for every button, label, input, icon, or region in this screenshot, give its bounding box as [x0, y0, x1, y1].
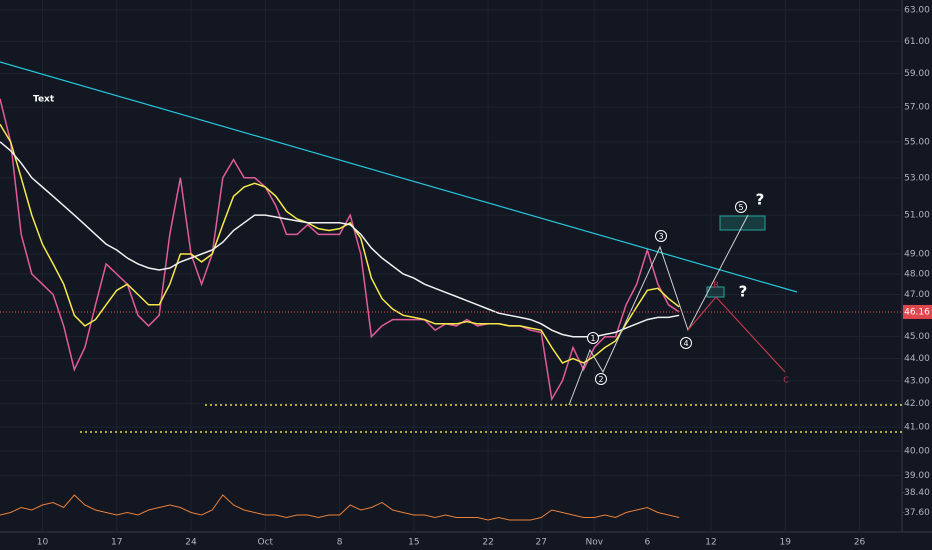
wave-label: 3: [658, 232, 663, 241]
y-tick-label: 53.00: [904, 173, 930, 183]
x-tick-label: 8: [337, 538, 343, 548]
y-tick-label: 61.00: [904, 37, 930, 47]
correction-label: C: [783, 376, 789, 385]
trend-line: [0, 61, 798, 293]
question-mark: ?: [756, 191, 765, 209]
x-tick-label: 27: [535, 538, 546, 548]
y-tick-label: 45.00: [904, 332, 930, 342]
x-tick-label: 24: [185, 538, 197, 548]
note-text: Text: [33, 95, 55, 105]
wave-marker: [680, 337, 692, 349]
y-tick-label: 51.00: [904, 211, 930, 221]
series-line: [0, 141, 680, 338]
series-line: [0, 98, 680, 402]
x-tick-label: 12: [705, 538, 716, 548]
x-tick-label: 6: [644, 538, 650, 548]
y-tick-label: 57.00: [904, 103, 930, 113]
wave-marker: [595, 373, 607, 385]
x-tick-label: Nov: [585, 538, 603, 548]
x-tick-label: 22: [482, 538, 493, 548]
target-box: [719, 215, 766, 231]
y-tick-label: 55.00: [904, 137, 930, 147]
question-mark: ?: [739, 283, 748, 301]
y-tick-label: 43.00: [904, 376, 930, 386]
y2-tick-label: 38.40: [904, 488, 930, 498]
wave-marker: [655, 230, 667, 242]
wave-label: 1: [590, 334, 595, 343]
y-tick-label: 47.00: [904, 290, 930, 300]
wave-path: [568, 214, 749, 406]
last-price-tag: [903, 304, 932, 319]
x-tick-label: 26: [854, 538, 866, 548]
x-tick-label: 15: [408, 538, 419, 548]
correction-label: B: [713, 281, 719, 290]
wave-label: 4: [683, 339, 688, 348]
y-tick-label: 63.00: [904, 5, 930, 15]
y-tick-label: 39.00: [904, 471, 930, 481]
y-tick-label: 41.00: [904, 423, 930, 433]
y-tick-label: 40.00: [904, 447, 930, 457]
x-tick-label: 10: [37, 538, 49, 548]
y-tick-label: 49.00: [904, 249, 930, 259]
y-tick-label: 48.00: [904, 270, 930, 280]
y-tick-label: 44.00: [904, 354, 930, 364]
wave-marker: [587, 332, 599, 344]
x-tick-label: 17: [111, 538, 122, 548]
wave-marker: [735, 201, 747, 213]
y-tick-label: 42.00: [904, 399, 930, 409]
y-tick-label: 59.00: [904, 69, 930, 79]
series-line: [0, 494, 680, 521]
x-tick-label: 19: [780, 538, 792, 548]
series-line: [0, 123, 680, 364]
x-tick-label: Oct: [258, 538, 274, 548]
correction-path: [687, 296, 786, 373]
y2-tick-label: 37.60: [904, 508, 930, 518]
wave-label: 5: [738, 203, 743, 212]
wave-label: 2: [598, 375, 603, 384]
last-price-label: 46.16: [904, 307, 930, 317]
